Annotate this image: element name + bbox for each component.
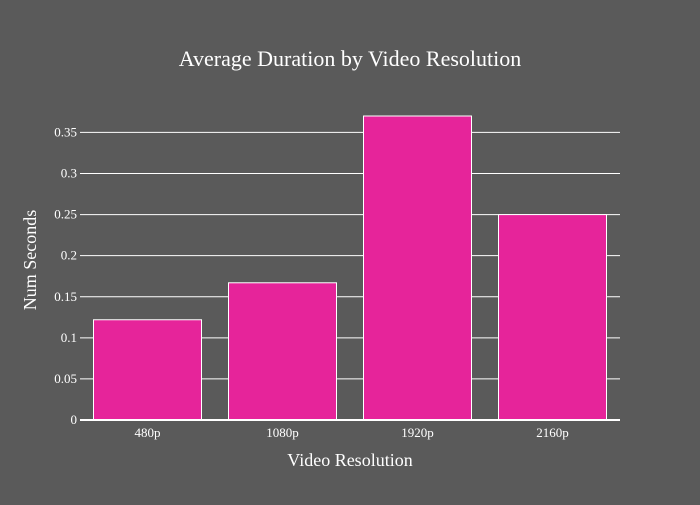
bars (93, 115, 607, 421)
y-tick-label: 0.25 (54, 207, 77, 222)
bar-2160p[interactable] (498, 214, 607, 421)
bar-1920p[interactable] (363, 115, 472, 421)
bar-1080p[interactable] (228, 282, 337, 421)
y-axis-title: Num Seconds (20, 210, 40, 311)
y-tick-label: 0.35 (54, 124, 77, 139)
y-tick-label: 0.15 (54, 289, 77, 304)
x-tick-label: 1080p (266, 425, 299, 440)
y-tick-label: 0.1 (61, 330, 77, 345)
x-tick-label: 1920p (401, 425, 434, 440)
x-tick-label: 2160p (536, 425, 569, 440)
chart-title: Average Duration by Video Resolution (179, 46, 521, 71)
y-tick-label: 0.2 (61, 248, 77, 263)
y-tick-label: 0.3 (61, 166, 77, 181)
y-axis-ticks: 0 0.05 0.1 0.15 0.2 0.25 0.3 0.35 (54, 124, 77, 427)
x-tick-label: 480p (135, 425, 161, 440)
x-axis-ticks: 480p 1080p 1920p 2160p (135, 425, 569, 440)
bar-480p[interactable] (93, 319, 202, 421)
y-tick-label: 0.05 (54, 371, 77, 386)
x-axis-title: Video Resolution (287, 450, 412, 470)
y-tick-label: 0 (71, 412, 78, 427)
